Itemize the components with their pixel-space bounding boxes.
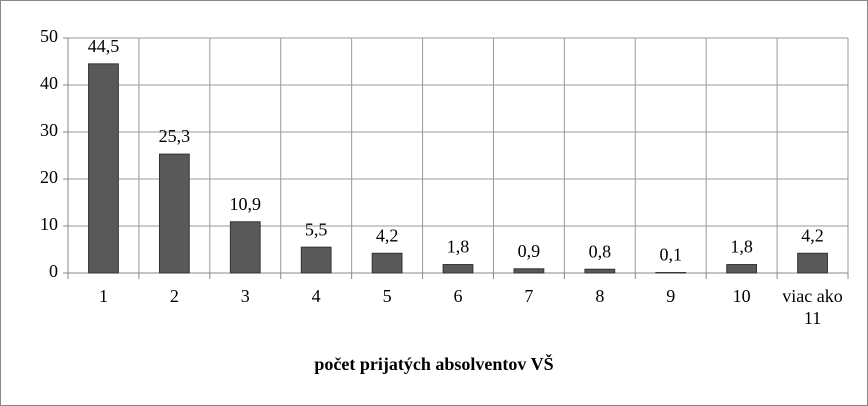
- y-tick-label: 30: [40, 120, 58, 140]
- x-tick-label: 10: [732, 286, 751, 306]
- x-tick-label: 5: [382, 286, 392, 306]
- value-label: 10,9: [230, 194, 262, 214]
- bar: [229, 221, 261, 274]
- x-tick-label: 8: [595, 286, 605, 306]
- y-tick-label: 10: [40, 214, 58, 234]
- bar: [300, 246, 332, 274]
- value-label: 4,2: [376, 225, 399, 245]
- bar: [371, 252, 403, 274]
- value-label: 25,3: [159, 126, 191, 146]
- x-tick-label: 7: [524, 286, 534, 306]
- bar: [797, 252, 828, 274]
- bar: [158, 153, 190, 274]
- x-tick-label: 2: [169, 286, 179, 306]
- value-label: 4,2: [801, 225, 824, 245]
- x-tick-label: 6: [453, 286, 463, 306]
- x-tick-label: 4: [311, 286, 321, 306]
- value-label: 1,8: [730, 237, 753, 257]
- y-tick-label: 20: [40, 167, 58, 187]
- bar: [726, 264, 758, 274]
- x-tick-label: 1: [98, 286, 108, 306]
- bar: [584, 268, 616, 274]
- bar: [442, 264, 474, 274]
- bar: [513, 268, 545, 274]
- x-tick-label: 9: [666, 286, 676, 306]
- y-tick-label: 50: [40, 26, 58, 46]
- value-label: 5,5: [305, 219, 328, 239]
- value-label: 1,8: [447, 237, 470, 257]
- y-tick-label: 40: [40, 73, 58, 93]
- x-axis-label: počet prijatých absolventov VŠ: [314, 354, 554, 374]
- bar: [88, 63, 119, 274]
- y-tick-label: 0: [49, 261, 58, 281]
- value-label: 44,5: [88, 36, 120, 56]
- x-tick-label: viac ako 11: [782, 286, 843, 328]
- value-label: 0,1: [659, 245, 682, 265]
- value-label: 0,9: [518, 241, 541, 261]
- value-label: 0,8: [589, 241, 612, 261]
- x-tick-label: 3: [240, 286, 250, 306]
